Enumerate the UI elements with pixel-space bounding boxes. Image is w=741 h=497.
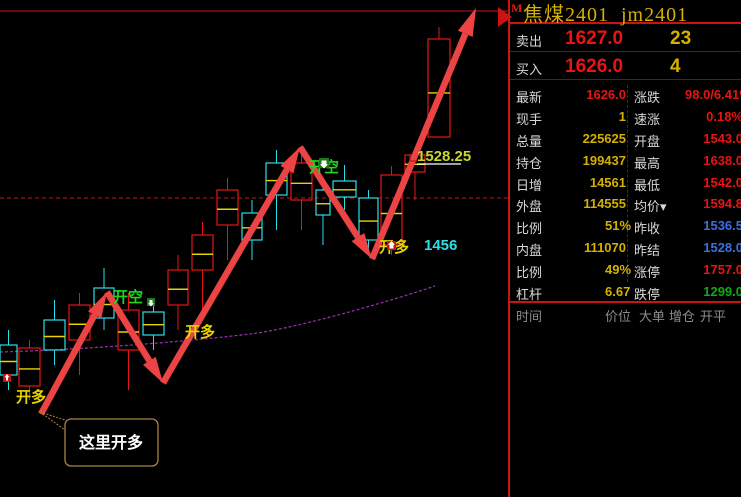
svg-text:开多: 开多 <box>185 323 215 341</box>
svg-text:1456: 1456 <box>424 237 457 254</box>
svg-text:这里开多: 这里开多 <box>79 433 143 452</box>
svg-text:开多: 开多 <box>16 388 46 406</box>
svg-text:1528.25: 1528.25 <box>417 148 471 165</box>
svg-text:开空: 开空 <box>113 288 143 306</box>
